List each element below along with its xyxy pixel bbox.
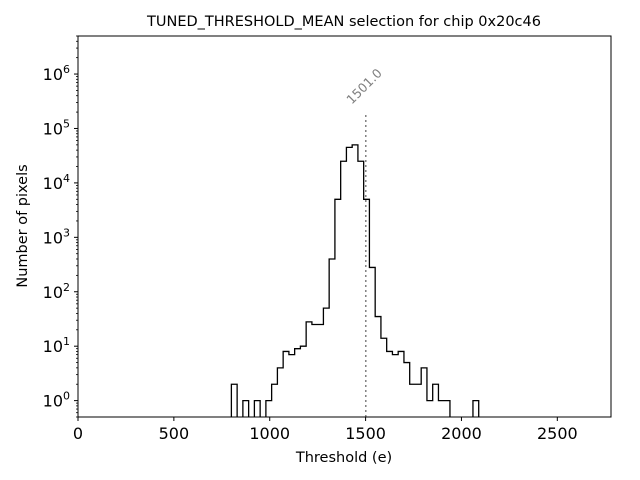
axes-frame: [77, 35, 612, 418]
y-tick-label: 100: [43, 390, 70, 411]
y-axis-label: Number of pixels: [15, 164, 31, 287]
x-tick-label: 500: [159, 424, 190, 443]
y-tick-label: 102: [43, 281, 70, 302]
x-axis-label: Threshold (e): [295, 450, 392, 466]
x-tick-label: 1000: [249, 424, 290, 443]
mean-reference-label: 1501.0: [343, 65, 385, 107]
y-tick-label: 106: [43, 63, 70, 84]
x-tick-label: 1500: [345, 424, 386, 443]
plot-area: 1501.0: [77, 35, 612, 418]
y-axis: 100 101 102 103 104 105 106: [43, 35, 78, 418]
y-tick-label: 105: [43, 117, 70, 138]
x-tick-label: 2000: [441, 424, 482, 443]
chart-title: TUNED_THRESHOLD_MEAN selection for chip …: [146, 14, 541, 30]
x-tick-label: 2500: [537, 424, 578, 443]
x-axis: 0 500 1000 1500 2000 2500: [73, 417, 578, 443]
y-tick-label: 103: [43, 226, 70, 247]
x-tick-label: 0: [73, 424, 83, 443]
histogram-outline: [230, 144, 480, 417]
y-tick-label: 104: [43, 172, 70, 193]
y-tick-label: 101: [43, 335, 70, 356]
